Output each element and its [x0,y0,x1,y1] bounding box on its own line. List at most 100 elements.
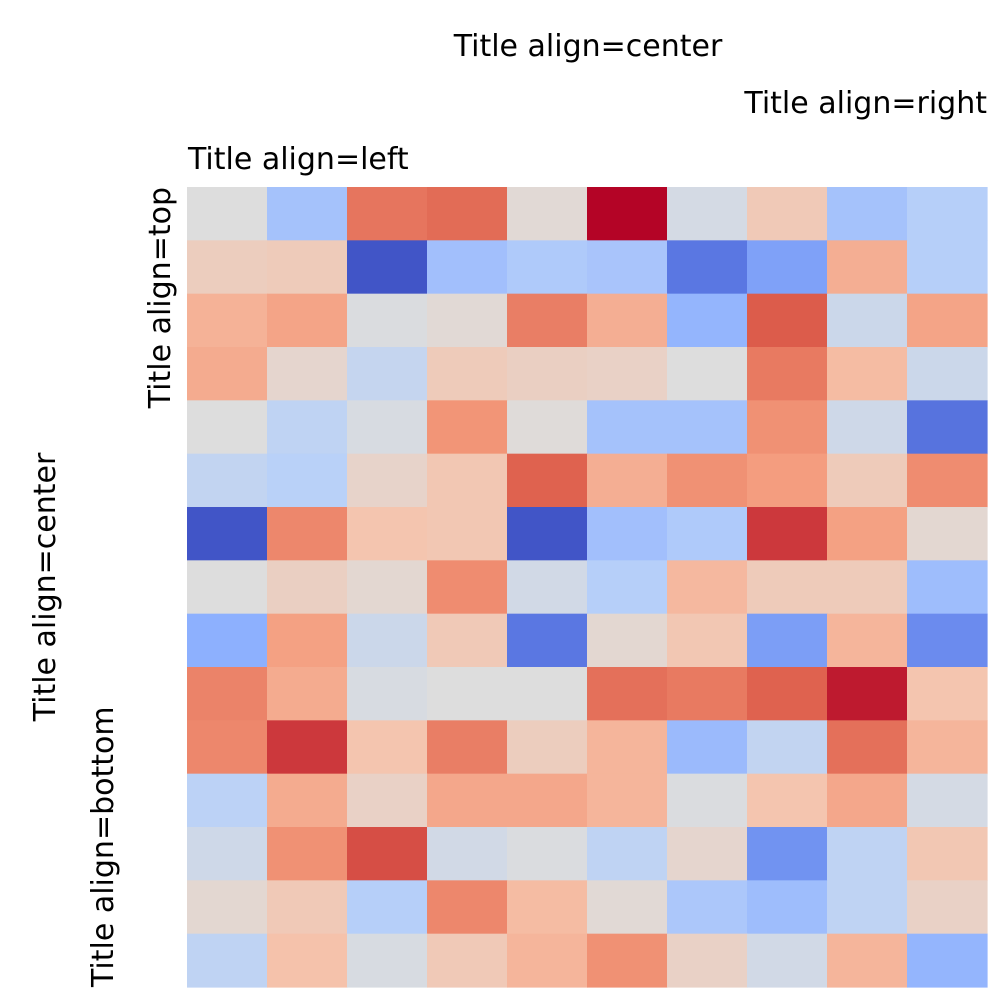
heatmap-cell-r9-c3 [427,667,508,721]
heatmap-cell-r4-c5 [587,400,668,455]
heatmap-cell-r0-c1 [267,187,348,241]
heatmap-cell-r10-c6 [667,720,748,775]
heatmap-cell-r1-c1 [267,240,348,295]
heatmap-cell-r8-c1 [267,613,348,668]
heatmap-cell-r8-c5 [587,613,668,668]
heatmap-cell-r4-c6 [667,400,748,455]
heatmap-cell-r8-c8 [827,613,908,668]
heatmap-cell-r13-c8 [827,880,908,935]
heatmap-cell-r14-c7 [747,933,828,988]
heatmap-cell-r6-c4 [507,507,588,561]
heatmap-cell-r11-c2 [347,773,428,828]
heatmap-cell-r9-c4 [507,667,588,721]
heatmap-cell-r14-c3 [427,933,508,988]
heatmap-cell-r10-c4 [507,720,588,775]
heatmap-cell-r9-c0 [187,667,268,721]
heatmap-cell-r5-c5 [587,453,668,508]
heatmap-cell-r7-c7 [747,560,828,615]
heatmap-cell-r3-c2 [347,347,428,401]
heatmap-cell-r4-c1 [267,400,348,455]
heatmap-cell-r14-c9 [907,933,988,988]
heatmap-cell-r1-c9 [907,240,988,295]
heatmap-cell-r3-c8 [827,347,908,401]
heatmap-cell-r5-c8 [827,453,908,508]
heatmap-cell-r13-c3 [427,880,508,935]
heatmap-cell-r5-c4 [507,453,588,508]
heatmap-cell-r12-c5 [587,827,668,881]
heatmap-cell-r3-c4 [507,347,588,401]
ylabel-bottom: Title align=bottom [86,706,121,988]
heatmap-cell-r0-c3 [427,187,508,241]
heatmap-cell-r8-c0 [187,613,268,668]
heatmap-cell-r13-c6 [667,880,748,935]
heatmap-cell-r11-c3 [427,773,508,828]
heatmap-cell-r3-c0 [187,347,268,401]
heatmap-cell-r13-c2 [347,880,428,935]
heatmap-cell-r6-c8 [827,507,908,561]
heatmap-cell-r4-c4 [507,400,588,455]
ylabel-center: Title align=center [28,452,63,722]
heatmap-cell-r10-c3 [427,720,508,775]
heatmap-cell-r11-c0 [187,773,268,828]
heatmap-cell-r11-c5 [587,773,668,828]
heatmap-cell-r2-c0 [187,293,268,348]
heatmap-cell-r9-c6 [667,667,748,721]
heatmap-cell-r2-c9 [907,293,988,348]
heatmap-cell-r5-c9 [907,453,988,508]
heatmap-cell-r1-c3 [427,240,508,295]
heatmap-cell-r2-c8 [827,293,908,348]
heatmap-cell-r6-c7 [747,507,828,561]
heatmap-cell-r11-c1 [267,773,348,828]
heatmap-cell-r0-c5 [587,187,668,241]
heatmap-cell-r12-c1 [267,827,348,881]
heatmap-cell-r11-c7 [747,773,828,828]
heatmap-cell-r5-c7 [747,453,828,508]
heatmap-cell-r3-c9 [907,347,988,401]
heatmap-cell-r12-c4 [507,827,588,881]
heatmap-cell-r13-c5 [587,880,668,935]
heatmap-cell-r0-c4 [507,187,588,241]
heatmap-cell-r1-c4 [507,240,588,295]
heatmap-cell-r3-c3 [427,347,508,401]
heatmap-cell-r3-c1 [267,347,348,401]
heatmap-cell-r14-c8 [827,933,908,988]
heatmap-cell-r11-c8 [827,773,908,828]
heatmap-cell-r14-c5 [587,933,668,988]
heatmap-cell-r10-c1 [267,720,348,775]
heatmap-cell-r7-c6 [667,560,748,615]
heatmap-cell-r7-c2 [347,560,428,615]
heatmap-cell-r2-c6 [667,293,748,348]
heatmap-cell-r1-c2 [347,240,428,295]
heatmap-cell-r0-c8 [827,187,908,241]
heatmap-cell-r7-c8 [827,560,908,615]
heatmap-cell-r8-c9 [907,613,988,668]
heatmap-cell-r6-c6 [667,507,748,561]
ylabel-top: Title align=top [143,187,178,409]
heatmap-cell-r0-c6 [667,187,748,241]
heatmap-cell-r4-c8 [827,400,908,455]
heatmap-cell-r0-c9 [907,187,988,241]
heatmap-cell-r14-c6 [667,933,748,988]
heatmap-cell-r5-c0 [187,453,268,508]
heatmap-cell-r12-c7 [747,827,828,881]
heatmap-cell-r4-c7 [747,400,828,455]
heatmap-cell-r1-c0 [187,240,268,295]
heatmap-cell-r13-c7 [747,880,828,935]
heatmap-cell-r13-c4 [507,880,588,935]
heatmap-cell-r2-c7 [747,293,828,348]
heatmap-cell-r11-c6 [667,773,748,828]
heatmap-cell-r4-c2 [347,400,428,455]
heatmap-cell-r4-c9 [907,400,988,455]
heatmap-cell-r0-c7 [747,187,828,241]
heatmap-cell-r14-c2 [347,933,428,988]
heatmap-cell-r12-c2 [347,827,428,881]
heatmap-cell-r2-c5 [587,293,668,348]
heatmap-cell-r14-c4 [507,933,588,988]
heatmap-cell-r1-c7 [747,240,828,295]
heatmap-cell-r11-c4 [507,773,588,828]
heatmap-cell-r2-c3 [427,293,508,348]
heatmap-cell-r12-c9 [907,827,988,881]
heatmap-cell-r4-c3 [427,400,508,455]
heatmap-cell-r12-c6 [667,827,748,881]
